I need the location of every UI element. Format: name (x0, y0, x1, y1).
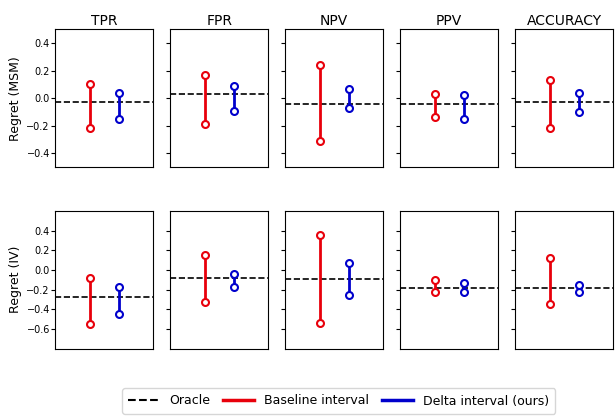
Legend: Oracle, Baseline interval, Delta interval (ours): Oracle, Baseline interval, Delta interva… (122, 388, 556, 414)
Title: NPV: NPV (320, 14, 348, 28)
Y-axis label: Regret (IV): Regret (IV) (9, 246, 22, 313)
Title: TPR: TPR (91, 14, 118, 28)
Y-axis label: Regret (MSM): Regret (MSM) (9, 56, 22, 141)
Title: FPR: FPR (206, 14, 232, 28)
Title: ACCURACY: ACCURACY (527, 14, 602, 28)
Title: PPV: PPV (436, 14, 463, 28)
